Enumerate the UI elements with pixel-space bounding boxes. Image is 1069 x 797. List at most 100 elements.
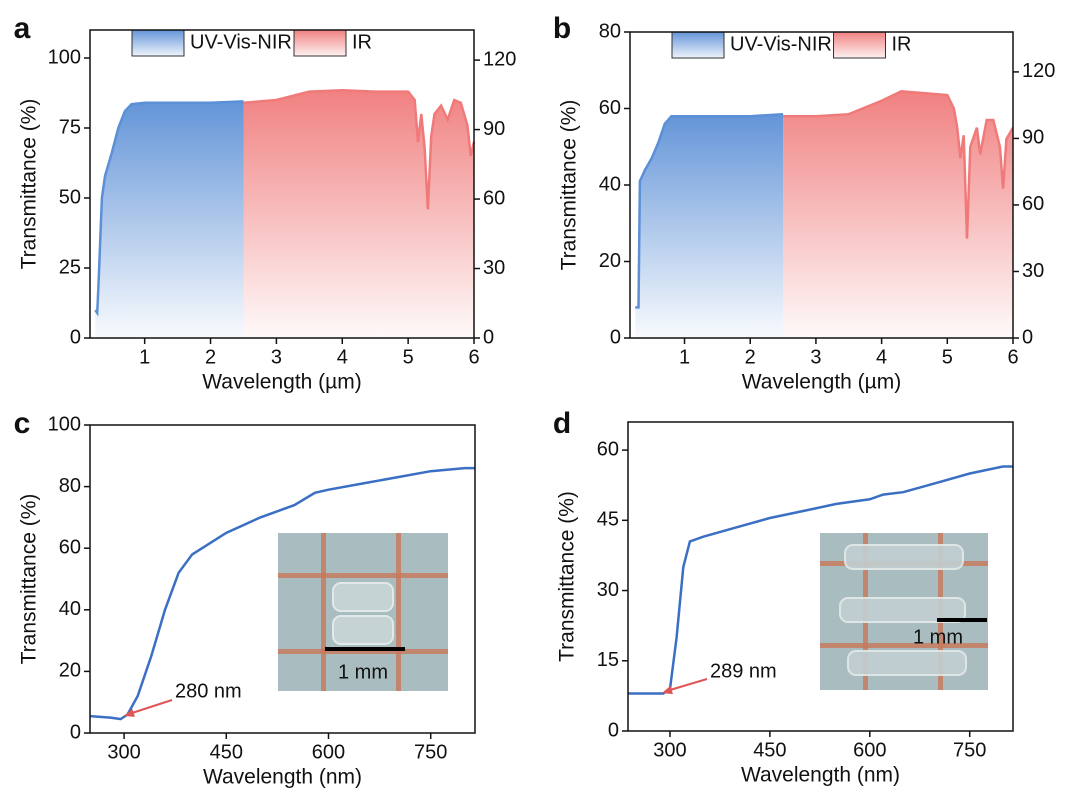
crystal [844, 544, 964, 570]
y-tick-label: 50 [59, 186, 81, 208]
y2-tick-label: 90 [1022, 127, 1044, 149]
x-tick-label: 450 [753, 739, 786, 761]
x-tick-label: 6 [468, 346, 479, 368]
y-tick-label: 60 [597, 438, 619, 460]
legend-swatch [671, 31, 725, 59]
y-tick-label: 45 [597, 509, 619, 531]
panel-letter: b [553, 12, 571, 45]
x-tick-label: 4 [337, 346, 348, 368]
x-axis-title: Wavelength (µm) [742, 371, 902, 394]
crystal [847, 650, 967, 676]
y2-tick-label: 0 [483, 326, 494, 348]
arrow-head [124, 708, 135, 717]
x-tick-label: 4 [876, 346, 887, 368]
series-line [243, 88, 476, 210]
x-tick-label: 3 [810, 346, 821, 368]
legend-label: IR [892, 33, 912, 55]
y-tick-label: 15 [597, 649, 619, 671]
arrow-head [662, 685, 673, 695]
legend-label: UV-Vis-NIR [730, 33, 832, 55]
x-tick-label: 1 [679, 346, 690, 368]
x-tick-label: 300 [653, 739, 686, 761]
legend-swatch [833, 31, 886, 59]
area-fill [95, 101, 244, 339]
y2-tick-label: 60 [483, 187, 505, 209]
inset-grid [820, 643, 988, 648]
x-axis-title: Wavelength (nm) [741, 764, 900, 787]
y2-tick-label: 120 [1022, 60, 1055, 82]
legend-swatch [293, 29, 347, 57]
x-tick-label: 750 [953, 739, 986, 761]
series-line [635, 112, 784, 309]
crystal [839, 597, 966, 623]
scale-label: 1 mm [913, 626, 963, 648]
plot-frame [89, 29, 475, 339]
x-tick-label: 2 [745, 346, 756, 368]
series-line [783, 90, 1015, 239]
inset-grid [396, 533, 401, 691]
panel-letter: c [14, 407, 31, 440]
y-tick-label: 80 [599, 20, 621, 42]
y-tick-label: 40 [599, 173, 621, 195]
y-tick-label: 100 [48, 413, 81, 435]
y-tick-label: 20 [599, 250, 621, 272]
inset-grid [321, 533, 326, 691]
annotation-arrow [669, 678, 708, 691]
legend-label: IR [352, 31, 372, 53]
y-tick-label: 60 [59, 536, 81, 558]
x-axis-title: Wavelength (µm) [202, 371, 362, 394]
annotation: 280 nm [175, 680, 242, 702]
crystal [332, 582, 394, 612]
x-tick-label: 300 [107, 741, 140, 763]
panel-letter: a [14, 12, 31, 45]
legend-swatch [131, 29, 185, 57]
crystal [332, 615, 394, 645]
y2-tick-label: 90 [483, 118, 505, 140]
y-axis-title: Transmittance (%) [558, 100, 581, 271]
y2-tick-label: 120 [483, 48, 516, 70]
scale-bar [937, 618, 987, 622]
y-tick-label: 30 [597, 579, 619, 601]
plot-frame [627, 421, 1014, 732]
x-tick-label: 750 [414, 741, 447, 763]
annotation: 289 nm [710, 660, 777, 682]
y2-tick-label: 30 [1022, 260, 1044, 282]
x-tick-label: 3 [271, 346, 282, 368]
series-line [628, 465, 1013, 695]
y-axis-title: Transmittance (%) [18, 494, 41, 665]
y-tick-label: 25 [59, 256, 81, 278]
y2-tick-label: 30 [483, 257, 505, 279]
panel-letter: d [553, 407, 571, 440]
y-axis-title: Transmittance (%) [556, 491, 579, 662]
y-tick-label: 75 [59, 116, 81, 138]
area-fill [243, 90, 474, 338]
y-tick-label: 0 [608, 719, 619, 741]
y-tick-label: 0 [610, 326, 621, 348]
x-tick-label: 600 [312, 741, 345, 763]
y2-tick-label: 60 [1022, 193, 1044, 215]
y-axis-title: Transmittance (%) [18, 99, 41, 270]
inset-grid [278, 649, 448, 654]
x-tick-label: 1 [139, 346, 150, 368]
x-tick-label: 600 [853, 739, 886, 761]
x-axis-title: Wavelength (nm) [203, 766, 362, 789]
y-tick-label: 20 [59, 660, 81, 682]
area-fill [783, 91, 1013, 338]
y-tick-label: 100 [48, 46, 81, 68]
scale-bar [325, 647, 405, 651]
y-tick-label: 40 [59, 598, 81, 620]
y-tick-label: 60 [599, 97, 621, 119]
x-tick-label: 6 [1007, 346, 1018, 368]
scale-label: 1 mm [338, 661, 388, 683]
annotation-arrow [131, 699, 173, 714]
series-line [94, 100, 244, 317]
x-tick-label: 2 [205, 346, 216, 368]
x-tick-label: 5 [942, 346, 953, 368]
y-tick-label: 0 [70, 721, 81, 743]
y2-tick-label: 0 [1022, 326, 1033, 348]
plot-frame [89, 424, 476, 734]
y-tick-label: 80 [59, 475, 81, 497]
y-tick-label: 0 [70, 326, 81, 348]
